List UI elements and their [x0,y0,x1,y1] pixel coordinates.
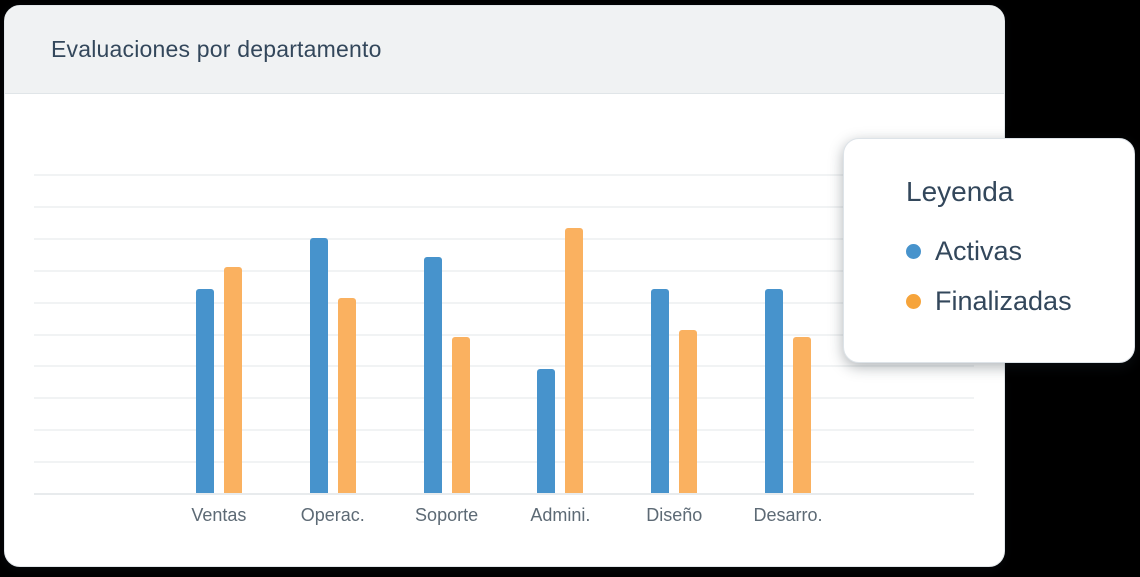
gridline [34,270,974,272]
x-axis-label: Soporte [415,505,479,525]
bar-activas[interactable] [651,289,670,493]
bar-activas[interactable] [765,289,784,493]
bar-finalizadas[interactable] [679,330,698,493]
gridline [34,174,974,176]
gridline [34,302,974,304]
bar-finalizadas[interactable] [793,337,812,493]
bar-group-operac [276,174,390,493]
x-axis-label: Desarro. [753,505,823,525]
legend-color-dot-icon [906,293,921,309]
x-axis-label: Diseño [646,505,703,525]
legend-items: Activas Finalizadas [906,236,1114,316]
gridline [34,365,974,367]
bar-activas[interactable] [309,238,328,493]
bar-chart-area: Ventas Operac. Soporte Admini. Diseño Desarro… [5,95,1004,566]
gridline [34,461,974,463]
bar-finalizadas[interactable] [451,337,470,493]
gridline [34,206,974,208]
x-axis-label: Ventas [191,505,247,525]
gridline [34,334,974,336]
legend-item-label: Activas [935,235,1023,266]
legend-card: Leyenda Activas Finalizadas [843,138,1135,363]
chart-card-title: Evaluaciones por departamento [51,36,382,62]
bar-finalizadas[interactable] [223,267,242,493]
bar-activas[interactable] [423,257,442,493]
bar-activas[interactable] [537,369,556,493]
bar-group-diseo [617,174,731,493]
bar-group-admini [503,174,617,493]
bar-activas[interactable] [195,289,214,493]
legend-title: Leyenda [906,176,1014,207]
legend-color-dot-icon [906,243,921,259]
x-axis-baseline [34,493,974,495]
legend-item-label: Finalizadas [935,285,1072,316]
bar-group-desarro [731,174,845,493]
gridline [34,238,974,240]
evaluations-chart-card: Evaluaciones por departamento Ventas Oper… [4,5,1005,567]
legend-item-activas[interactable]: Activas [906,236,1114,266]
gridline [34,397,974,399]
x-axis-labels: Ventas Operac. Soporte Admini. Diseño Desarro… [162,505,845,526]
gridline [34,429,974,431]
bar-group-ventas [162,174,276,493]
bar-group-soporte [390,174,504,493]
chart-card-header: Evaluaciones por departamento [5,6,1004,94]
legend-item-finalizadas[interactable]: Finalizadas [906,286,1114,316]
bar-finalizadas[interactable] [565,228,584,493]
bar-plot [162,174,845,493]
x-axis-label: Operac. [300,505,365,525]
bar-finalizadas[interactable] [337,298,356,493]
x-axis-label: Admini. [530,505,591,525]
